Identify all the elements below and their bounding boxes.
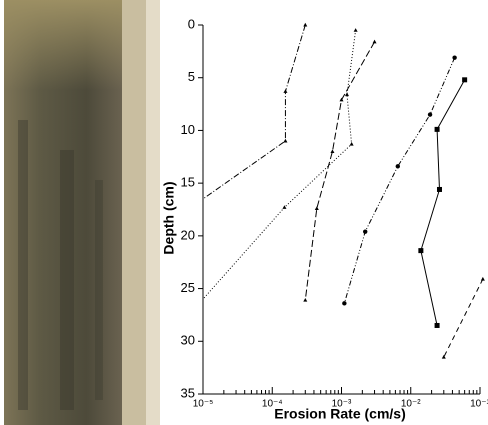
marker — [462, 77, 468, 83]
marker — [418, 248, 424, 254]
marker — [434, 322, 440, 328]
marker — [480, 276, 485, 281]
marker — [339, 97, 344, 102]
series-line — [202, 30, 357, 300]
y-tick-label: 35 — [181, 385, 195, 400]
y-tick-label: 20 — [181, 227, 195, 242]
marker — [344, 92, 349, 97]
y-axis-label: Depth (cm) — [161, 181, 177, 254]
y-tick-label: 5 — [188, 69, 195, 84]
x-tick-label: 10⁻⁴ — [262, 399, 283, 410]
y-tick-label: 10 — [181, 122, 195, 137]
x-tick-label: 10⁻¹ — [470, 399, 488, 410]
marker — [436, 186, 442, 192]
x-tick-label: 10⁻⁵ — [193, 399, 214, 410]
marker — [363, 229, 368, 234]
marker — [303, 22, 308, 27]
series-line — [343, 57, 456, 304]
series-line — [202, 24, 306, 200]
marker — [342, 301, 347, 306]
x-axis-label: Erosion Rate (cm/s) — [274, 406, 405, 422]
marker — [303, 297, 308, 302]
marker — [434, 126, 440, 132]
marker — [372, 39, 377, 44]
series-line — [420, 79, 466, 326]
marker — [395, 164, 400, 169]
y-tick-label: 25 — [181, 280, 195, 295]
marker — [441, 354, 446, 359]
marker — [283, 138, 288, 143]
y-tick-label: 30 — [181, 333, 195, 348]
marker — [349, 141, 354, 146]
x-tick-label: 10⁻³ — [332, 399, 352, 410]
series-line — [304, 41, 375, 301]
marker — [282, 205, 287, 209]
marker — [353, 28, 358, 32]
y-tick-label: 15 — [181, 175, 195, 190]
series-line — [443, 278, 484, 358]
marker — [452, 55, 457, 60]
marker — [330, 149, 335, 154]
core-photo — [4, 0, 160, 425]
marker — [283, 89, 288, 93]
marker — [427, 112, 433, 117]
y-tick-label: 0 — [188, 16, 195, 31]
x-tick-label: 10⁻² — [401, 399, 421, 410]
marker — [314, 206, 319, 210]
